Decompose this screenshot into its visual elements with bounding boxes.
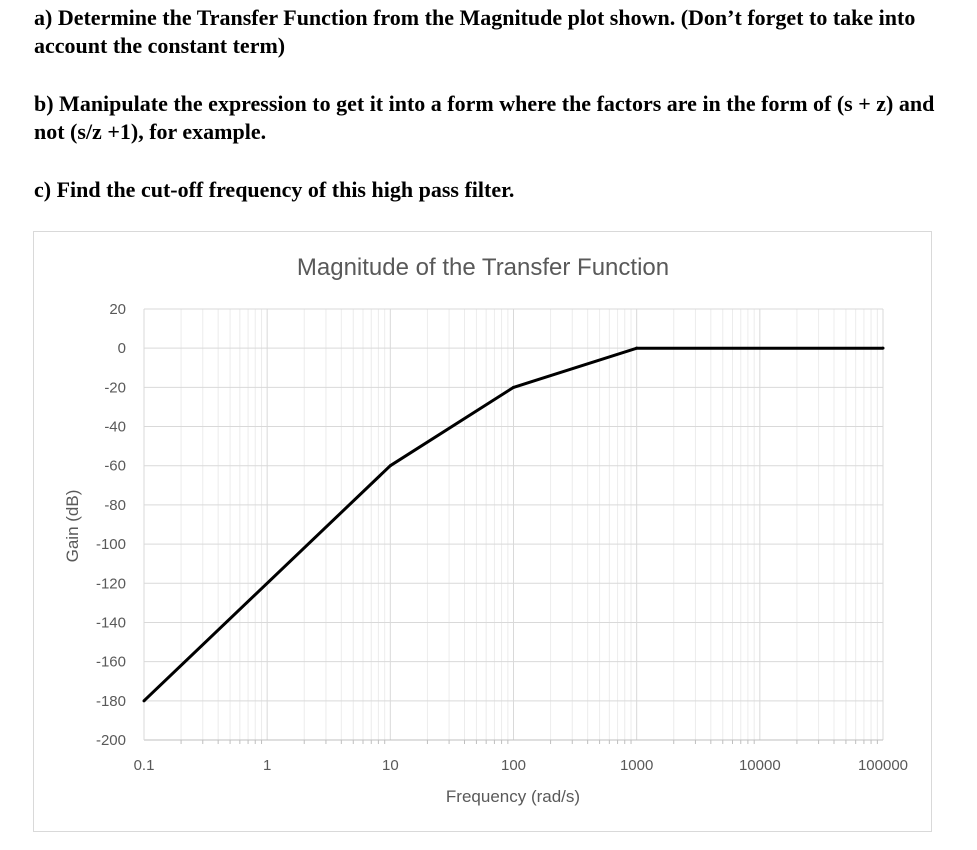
- question-a: a) Determine the Transfer Function from …: [34, 5, 916, 58]
- chart-container: 0.1 1 10 100 1000 10000 100000 20 0 -20 -40 -60 -80 -…: [33, 231, 932, 832]
- y-tick-label: 20: [109, 301, 126, 318]
- x-tick-label: 1: [263, 757, 271, 774]
- tick-labels: 0.1 1 10 100 1000 10000 100000 20 0 -20 -40 -60 -80 -…: [96, 301, 908, 774]
- plot-series: [142, 346, 885, 703]
- series-point: [142, 699, 146, 703]
- grid-lines: [143, 308, 884, 741]
- y-tick-label: -20: [104, 379, 126, 396]
- x-tick-label: 1000: [620, 757, 653, 774]
- y-tick-label: -160: [96, 654, 126, 671]
- y-axis-label: Gain (dB): [63, 490, 82, 563]
- y-tick-label: -60: [104, 458, 126, 475]
- y-tick-label: -100: [96, 536, 126, 553]
- y-tick-label: -140: [96, 614, 126, 631]
- chart-title: Magnitude of the Transfer Function: [297, 254, 669, 281]
- y-tick-label: -120: [96, 575, 126, 592]
- question-c: c) Find the cut-off frequency of this hi…: [34, 177, 515, 202]
- question-b: b) Manipulate the expression to get it i…: [34, 91, 935, 144]
- x-tick-label: 0.1: [134, 757, 155, 774]
- y-tick-label: 0: [118, 340, 126, 357]
- x-tick-label: 100: [501, 757, 526, 774]
- series-point: [635, 346, 639, 350]
- x-tick-label: 100000: [858, 757, 908, 774]
- series-point: [881, 346, 885, 350]
- y-tick-label: -200: [96, 732, 126, 749]
- series-point: [512, 385, 515, 389]
- magnitude-chart: 0.1 1 10 100 1000 10000 100000 20 0 -20 -40 -60 -80 -…: [63, 254, 908, 806]
- y-tick-label: -80: [104, 497, 126, 514]
- y-tick-label: -180: [96, 693, 126, 710]
- y-tick-label: -40: [104, 419, 126, 436]
- axes: [143, 309, 883, 744]
- series-point: [388, 464, 392, 468]
- x-tick-label: 10: [382, 757, 399, 774]
- x-axis-label: Frequency (rad/s): [446, 787, 580, 806]
- x-tick-label: 10000: [739, 757, 781, 774]
